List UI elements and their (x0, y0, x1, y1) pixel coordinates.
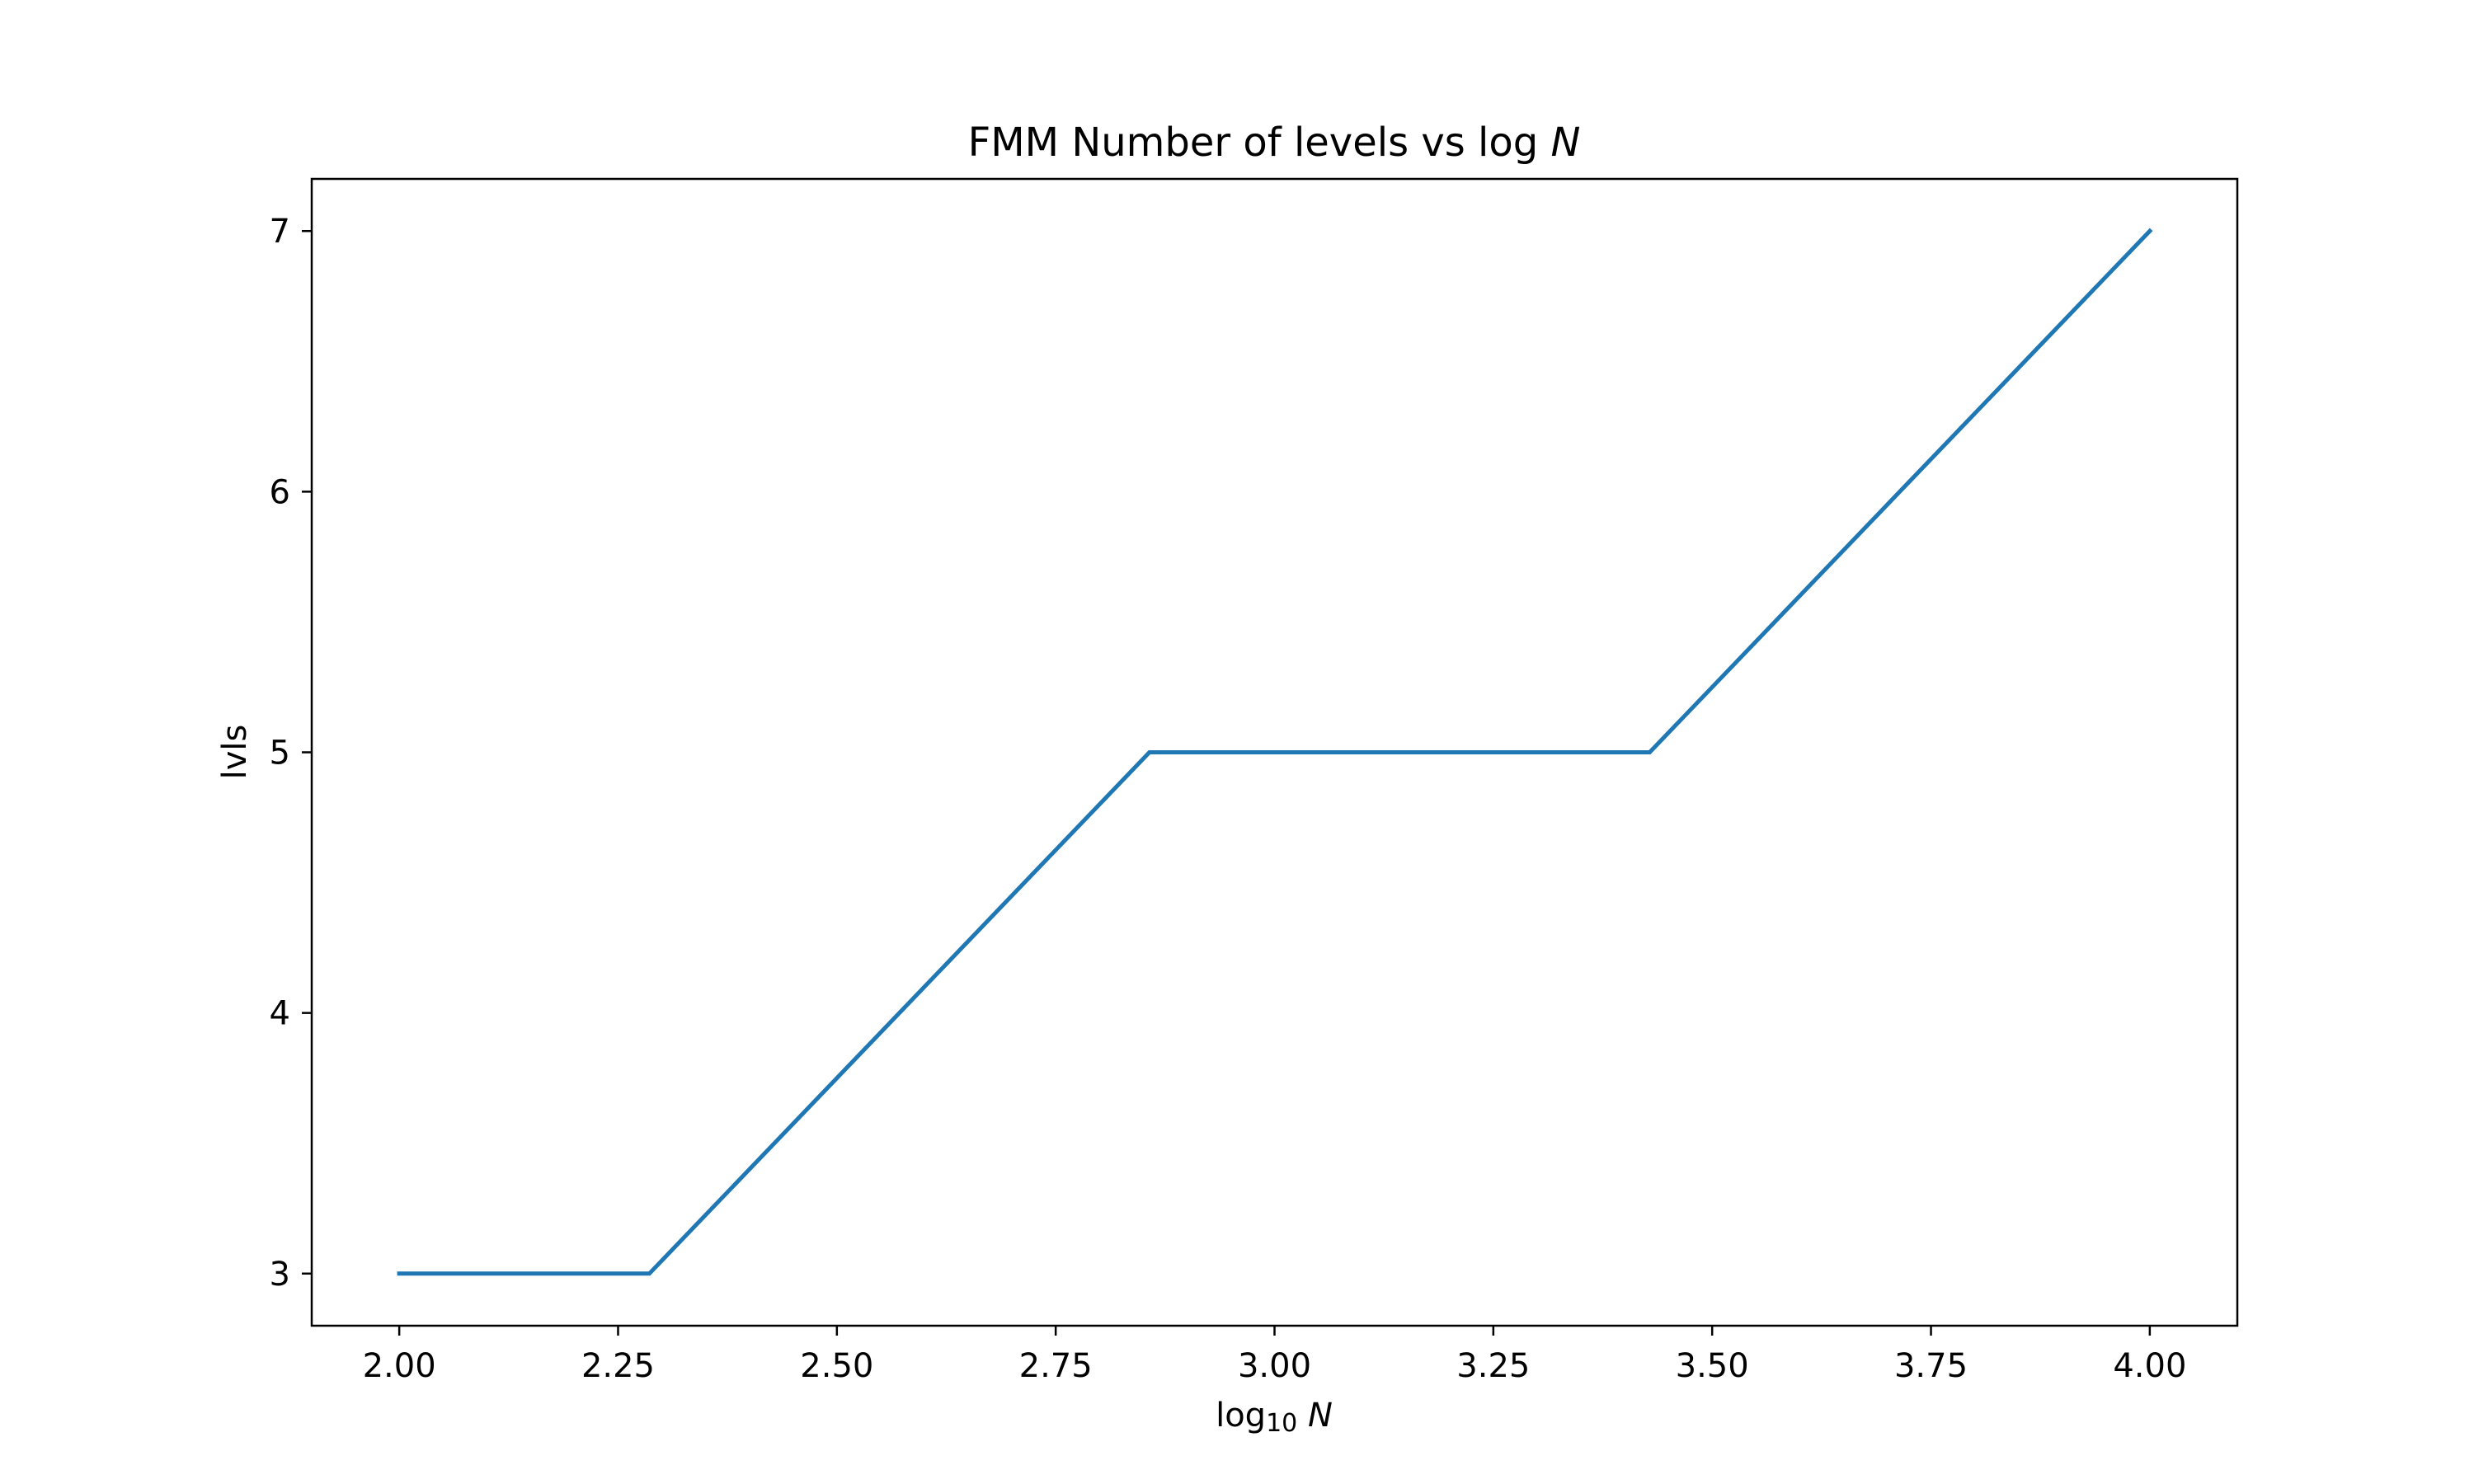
y-axis-ticks: 3 4 5 6 7 (270, 213, 312, 1294)
x-tick-label: 3.75 (1894, 1347, 1968, 1385)
x-axis-label: log10 N (1216, 1397, 1333, 1438)
y-tick-label: 5 (270, 735, 290, 773)
x-tick-label: 2.75 (1019, 1347, 1093, 1385)
x-tick-label: 2.00 (363, 1347, 436, 1385)
chart-title: FMM Number of levels vs log N (968, 120, 1581, 166)
y-tick-label: 4 (270, 995, 290, 1033)
y-tick-label: 3 (270, 1256, 290, 1294)
y-tick-label: 6 (270, 473, 290, 511)
y-tick-label: 7 (270, 213, 290, 251)
x-tick-label: 2.25 (581, 1347, 655, 1385)
series-line-0 (397, 228, 2153, 1276)
y-axis-label: lvls (216, 725, 254, 780)
x-tick-label: 4.00 (2113, 1347, 2186, 1385)
axes-frame (310, 177, 2239, 1327)
x-tick-label: 2.50 (800, 1347, 873, 1385)
x-tick-label: 3.00 (1238, 1347, 1311, 1385)
x-tick-label: 3.25 (1456, 1347, 1530, 1385)
series-layer (397, 228, 2153, 1276)
x-axis-ticks: 2.00 2.25 2.50 2.75 3.00 3.25 3.50 3.75 4.00 (363, 1326, 2186, 1385)
x-tick-label: 3.50 (1676, 1347, 1749, 1385)
